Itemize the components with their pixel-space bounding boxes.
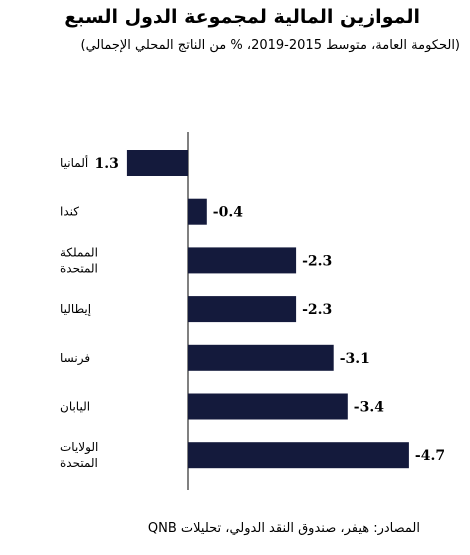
category-label: اليابان [60, 400, 90, 414]
bar-value-label: -4.7 [415, 448, 445, 464]
category-label: ألمانيا [60, 155, 88, 170]
bar-value-label: 1.3 [95, 156, 119, 172]
category-label: فرنسا [60, 351, 90, 366]
chart-source: المصادر: هيفر، صندوق النقد الدولي، تحليل… [147, 521, 420, 536]
chart-title: الموازين المالية لمجموعة الدول السبع [64, 6, 420, 28]
chart-subtitle: (الحكومة العامة، متوسط 2015-2019، % من ا… [80, 38, 460, 53]
bar [188, 198, 207, 225]
bar [188, 442, 409, 469]
category-label: إيطاليا [60, 302, 91, 316]
category-label: الولايات [60, 440, 98, 455]
bar [188, 296, 297, 323]
bar-value-label: -2.3 [302, 302, 332, 318]
bar-value-label: -3.1 [340, 351, 370, 367]
category-label: المتحدة [60, 456, 98, 470]
bar [188, 247, 297, 274]
category-label: المتحدة [60, 261, 98, 275]
bar [188, 344, 334, 371]
bar-value-label: -3.4 [354, 400, 384, 416]
bar-value-label: -0.4 [213, 205, 243, 221]
bar-value-label: -2.3 [302, 253, 332, 269]
bar [126, 150, 188, 176]
bar [188, 393, 348, 420]
category-label: المملكة [60, 245, 98, 259]
category-label: كندا [60, 205, 79, 219]
